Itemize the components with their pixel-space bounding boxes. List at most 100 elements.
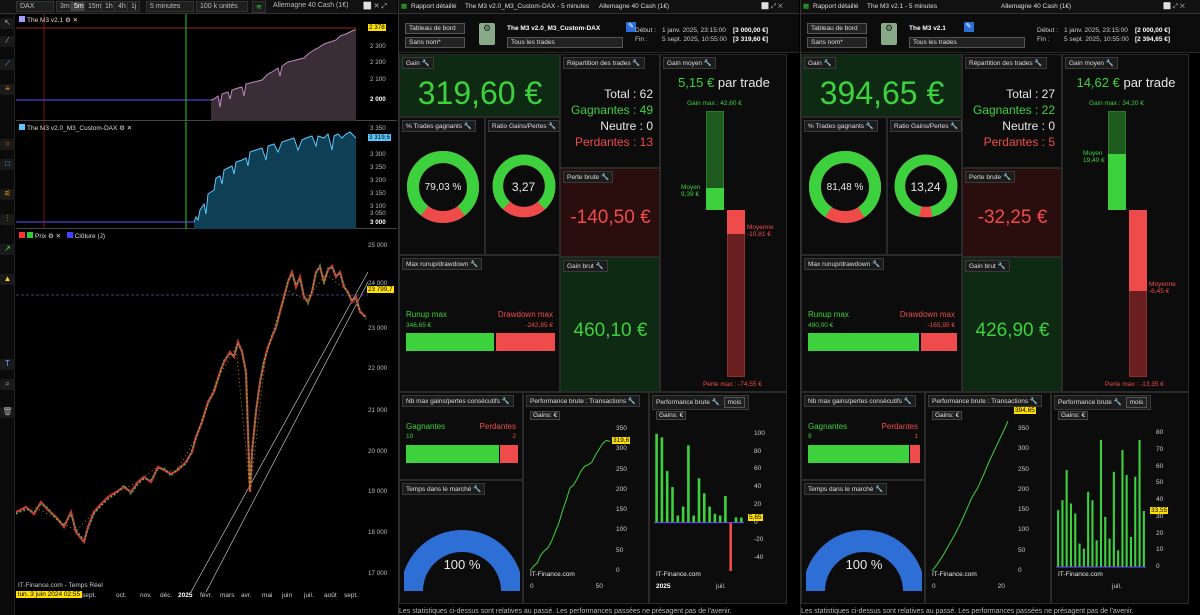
perf-monthly-source: IT-Finance.com [1058,571,1103,578]
end-value: [2 394,65 €] [1135,36,1171,43]
total-count: Total : 62 [604,87,653,101]
pane2-ytick: 3 000 [370,219,386,226]
consecutive-win-value: 9 [808,433,812,440]
consecutive-win-label: Gagnantes [808,422,848,431]
pane2-ytick: 3 250 [370,164,386,171]
trades-select[interactable]: Tous les trades [507,37,623,48]
cursor-tool-icon[interactable]: ↖ [0,18,15,29]
dashboard-select[interactable]: Tableau de bord [405,23,465,34]
gross-gain-panel: Gain brut 🔧 426,90 € [962,257,1062,392]
price-ytick: 17 000 [368,570,388,577]
ratio-panel: Ratio Gains/Pertes 🔧 3,27 [485,117,561,255]
gains-label: Gains: € [1058,411,1089,420]
drawdown-value: -242,85 € [525,322,553,329]
report-titlebar: ▦ Rapport détaillé The M3 v2.1 - 5 minut… [801,0,1200,14]
consecutive-loss-bar [500,445,518,463]
gross-gain-value: 426,90 € [975,320,1050,341]
window-control-icons[interactable]: ⬜ ⤢ ✕ [1163,3,1185,10]
marker-tool-icon[interactable]: ▲ [0,274,15,285]
price-legend: Prix ⚙ ✕ Clôture (J) [19,232,105,240]
repartition-title: Répartition des trades 🔧 [563,57,645,69]
ratio-donut [492,154,556,218]
trash-icon[interactable]: 🗑 [0,407,15,418]
perf-monthly-ytick: 60 [754,465,762,473]
perf-monthly-title: Performance brute 🔧 mois [652,395,750,410]
units-select[interactable]: 100 k unités [196,1,248,12]
neutral-count: Neutre : 0 [600,119,653,133]
gross-gain-panel: Gain brut 🔧 460,10 € [560,257,660,392]
report-window: ▦ Rapport détaillé The M3 v2.1 - 5 minut… [800,0,1200,615]
timeframe-1j[interactable]: 1j [127,1,141,12]
pane1-last-value: 2 378 [368,24,386,31]
x-tick: 2025 [178,592,193,599]
gross-loss-title: Perte brute 🔧 [965,171,1016,183]
start-date: 1 janv. 2025, 23:15:00 [662,27,726,34]
fib-tool-icon[interactable]: ⚟ [0,189,15,200]
line-tool-icon[interactable]: ⁄ [0,36,15,47]
window-control-icons[interactable]: ⬜ ⤢ ✕ [761,3,783,10]
monthly-bar [660,437,664,523]
report-icon: ▦ [401,3,408,10]
perf-monthly-ytick: 30 [1156,512,1164,520]
trend-tool-icon[interactable]: ⟋ [0,59,15,70]
interval-select[interactable]: 5 minutes [146,1,194,12]
symbol-select[interactable]: DAX [16,1,54,12]
perf-transactions-title: Performance brute : Transactions 🔧 [526,395,641,407]
runup-title: Max runup/drawdown 🔧 [402,258,483,270]
layout-select[interactable]: Sans nom* [405,37,465,48]
perte-max-label: Perte max : -74,55 € [703,381,762,388]
rect-tool-icon[interactable]: □ [0,159,15,170]
start-label: Début : [1037,27,1058,34]
perf-monthly-source: IT-Finance.com [656,571,701,578]
monthly-bar [1138,440,1141,567]
perf-transactions-ytick: 300 [1018,445,1029,453]
gain-panel: Gain 🔧 394,65 € [801,54,962,117]
gain-title: Gain 🔧 [402,57,434,69]
monthly-bar [1129,536,1132,567]
moyenne-bar [1129,210,1147,291]
monthly-bar [724,496,727,523]
trades-select[interactable]: Tous les trades [909,37,1025,48]
monthly-bar [1082,548,1085,567]
text-tool-icon[interactable]: T [0,359,15,370]
x-tick: juin [282,592,293,599]
edit-icon[interactable]: ✎ [963,22,974,32]
strategy-name: The M3 v2.1 [909,25,946,32]
x-tick: sept. [344,592,359,599]
strategy-icon[interactable]: ≋ [252,1,266,13]
price-ytick: 19 000 [368,488,388,495]
x-tick: mars [220,592,235,599]
pane1-ytick: 2 100 [370,76,386,83]
period-select[interactable]: mois [1125,397,1148,408]
total-count: Total : 27 [1006,87,1055,101]
window-control-icons[interactable]: ⬜ ✕ ⤢ [363,3,388,10]
report-header: Rapport détaillé [411,3,457,10]
ellipse-tool-icon[interactable]: ○ [0,139,15,150]
avg-gain-value: 14,62 € par trade [1076,75,1176,90]
report-strategy-title: The M3 v2.0_M3_Custom-DAX - 5 minutes [465,3,590,10]
layout-select[interactable]: Sans nom* [807,37,867,48]
monthly-bar [708,506,711,523]
arrow-tool-icon[interactable]: ↗ [0,244,15,255]
monthly-bar [1078,543,1081,567]
channel-tool-icon[interactable]: ≡ [0,84,15,95]
drawing-toolbar: ↖ ⁄ ⟋ ≡ ○ □ ⚟ ⫶ ↗ ▲ T ⌕ 🗑 [0,14,15,615]
fork-tool-icon[interactable]: ⫶ [0,214,15,225]
perf-transactions-xtick: 0 [530,583,534,590]
monthly-bar [1091,500,1094,567]
dashboard-select[interactable]: Tableau de bord [807,23,867,34]
zoom-tool-icon[interactable]: ⌕ [0,379,15,390]
ratio-value: 3,27 [511,180,536,194]
consecutive-loss-label: Perdantes [881,422,918,431]
price-ytick: 22 000 [368,365,388,372]
monthly-bar [1087,491,1090,567]
period-select[interactable]: mois [723,397,746,408]
transactions-equity-line [529,439,611,572]
price-chart [16,263,368,592]
monthly-bar [1112,471,1115,567]
price-ytick: 20 000 [368,448,388,455]
edit-icon[interactable]: ✎ [626,22,636,32]
x-tick: déc. [160,592,173,599]
perf-transactions-xtick: 50 [595,583,603,590]
neutral-count: Neutre : 0 [1002,119,1055,133]
